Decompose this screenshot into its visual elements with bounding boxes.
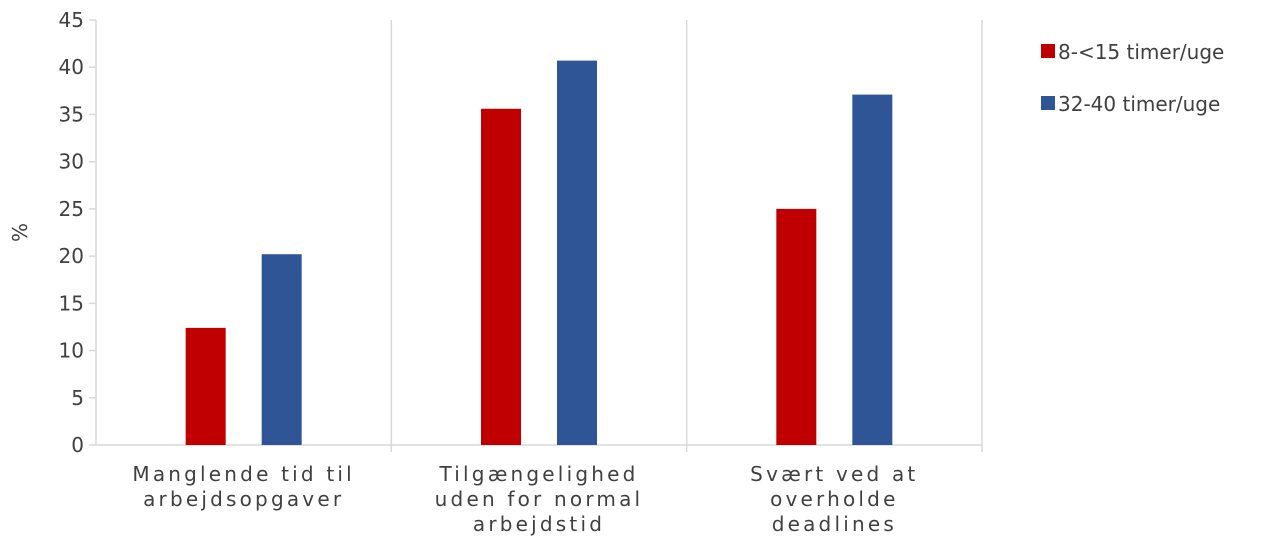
y-tick-label: 35 <box>59 102 84 126</box>
bar <box>481 108 521 446</box>
x-category-label: arbejdstid <box>473 512 605 536</box>
x-category-label: arbejdsopgaver <box>143 487 344 511</box>
y-tick-label: 15 <box>59 291 84 315</box>
legend-label: 8-<15 timer/uge <box>1058 40 1224 64</box>
x-category-label: Tilgængelighed <box>438 462 638 486</box>
x-category-label: Svært ved at <box>750 462 918 486</box>
y-tick-label: 0 <box>71 433 84 457</box>
y-tick-label: 40 <box>59 55 84 79</box>
bar <box>185 327 226 445</box>
bar <box>557 60 597 445</box>
y-axis-label: % <box>8 223 32 242</box>
bars <box>185 60 893 446</box>
y-tick-label: 20 <box>59 244 84 268</box>
y-tick-label: 25 <box>59 197 84 221</box>
y-tick-label: 30 <box>59 150 84 174</box>
bar <box>852 94 893 445</box>
x-category-label: overholde <box>770 487 899 511</box>
x-category-label: uden for normal <box>435 487 644 511</box>
y-tick-label: 5 <box>71 386 84 410</box>
axes <box>89 19 983 452</box>
legend-swatch <box>1041 44 1055 58</box>
bar <box>776 208 817 445</box>
y-tick-label: 45 <box>59 8 84 32</box>
legend: 8-<15 timer/uge 32-40 timer/uge <box>1041 40 1224 116</box>
bar <box>261 254 302 445</box>
x-category-label: deadlines <box>772 512 897 536</box>
legend-swatch <box>1041 96 1055 110</box>
x-category-label: Manglende tid til <box>132 462 355 486</box>
y-tick-label: 10 <box>59 339 84 363</box>
legend-label: 32-40 timer/uge <box>1058 92 1220 116</box>
